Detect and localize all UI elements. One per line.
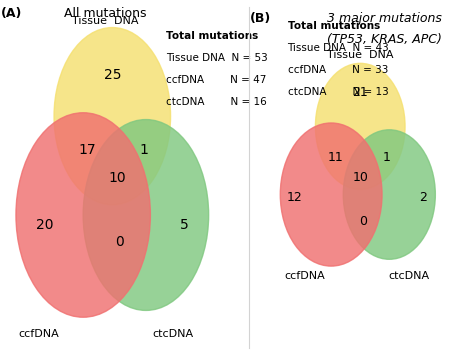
Text: 0: 0 bbox=[359, 215, 367, 228]
Circle shape bbox=[343, 130, 435, 259]
Circle shape bbox=[83, 120, 209, 310]
Text: 1: 1 bbox=[139, 143, 148, 157]
Text: ctcDNA        N = 13: ctcDNA N = 13 bbox=[288, 87, 388, 97]
Text: (A): (A) bbox=[1, 7, 22, 21]
Text: 21: 21 bbox=[352, 86, 368, 99]
Text: ctcDNA: ctcDNA bbox=[152, 329, 193, 339]
Circle shape bbox=[315, 63, 405, 190]
Text: Tissue  DNA: Tissue DNA bbox=[327, 50, 393, 60]
Text: All mutations: All mutations bbox=[64, 7, 147, 21]
Text: 10: 10 bbox=[352, 171, 368, 184]
Text: 0: 0 bbox=[115, 235, 123, 249]
Text: 20: 20 bbox=[36, 218, 54, 232]
Text: ctcDNA        N = 16: ctcDNA N = 16 bbox=[166, 97, 267, 108]
Text: 2: 2 bbox=[419, 191, 427, 204]
Text: 10: 10 bbox=[108, 170, 126, 185]
Text: 11: 11 bbox=[328, 151, 344, 164]
Circle shape bbox=[16, 113, 150, 317]
Text: ccfDNA: ccfDNA bbox=[18, 329, 59, 339]
Text: ccfDNA        N = 33: ccfDNA N = 33 bbox=[288, 65, 388, 75]
Text: 1: 1 bbox=[383, 151, 391, 164]
Circle shape bbox=[280, 123, 382, 266]
Circle shape bbox=[54, 28, 171, 205]
Text: (B): (B) bbox=[250, 12, 272, 25]
Text: Tissue DNA  N = 43: Tissue DNA N = 43 bbox=[288, 43, 389, 53]
Text: 12: 12 bbox=[287, 191, 303, 204]
Text: ccfDNA: ccfDNA bbox=[284, 271, 325, 281]
Text: Tissue DNA  N = 53: Tissue DNA N = 53 bbox=[166, 53, 268, 63]
Text: 25: 25 bbox=[103, 68, 121, 82]
Text: Tissue  DNA: Tissue DNA bbox=[73, 16, 139, 26]
Text: 17: 17 bbox=[79, 143, 97, 157]
Text: 5: 5 bbox=[180, 218, 188, 232]
Text: Total mutations: Total mutations bbox=[288, 21, 380, 31]
Text: 3 major mutations: 3 major mutations bbox=[327, 12, 442, 25]
Text: Total mutations: Total mutations bbox=[166, 31, 258, 41]
Text: ccfDNA        N = 47: ccfDNA N = 47 bbox=[166, 75, 266, 85]
Text: (TP53, KRAS, APC): (TP53, KRAS, APC) bbox=[327, 33, 442, 46]
Text: ctcDNA: ctcDNA bbox=[388, 271, 429, 281]
